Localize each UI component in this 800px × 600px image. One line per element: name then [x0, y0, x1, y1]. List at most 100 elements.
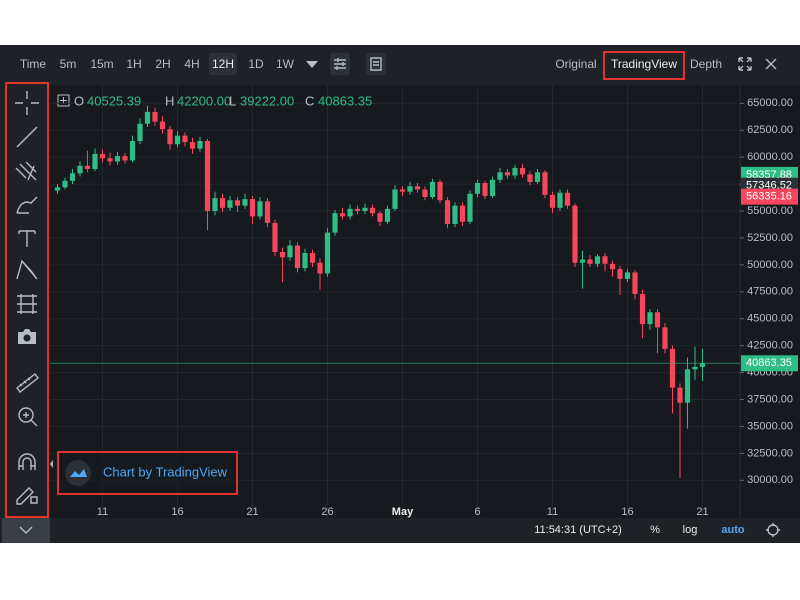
clock: 11:54:31 (UTC+2): [534, 524, 622, 536]
x-tick-label: 21: [696, 506, 708, 518]
candle-body: [587, 259, 593, 264]
settings-gear[interactable]: [766, 523, 780, 537]
watermark-logo: [65, 460, 91, 486]
brush-tool[interactable]: [16, 196, 38, 214]
price-tag: [741, 355, 798, 372]
drawing-toolbar: [0, 85, 50, 518]
candle-body: [84, 165, 91, 170]
candle-body: [227, 200, 233, 208]
scale-button[interactable]: auto: [721, 524, 745, 536]
view-tab[interactable]: Original: [555, 57, 596, 71]
dropdown-arrow[interactable]: [306, 61, 318, 68]
candle-body: [489, 179, 496, 196]
x-tick-label: 11: [547, 506, 558, 518]
price-tag-label: 40863.35: [746, 357, 792, 369]
candle-body: [392, 189, 398, 209]
y-tick-label: 37500.00: [747, 393, 793, 405]
price-tag-label: 56335.16: [746, 191, 792, 203]
candle-body: [437, 181, 443, 201]
candle-body: [234, 200, 241, 206]
x-tick-label: May: [392, 506, 414, 518]
candle-body: [677, 387, 683, 403]
collapse-button[interactable]: [2, 518, 50, 543]
candle-body: [512, 167, 518, 176]
candle-body: [354, 208, 361, 212]
watermark-text[interactable]: Chart by TradingView: [103, 464, 228, 479]
candle-body: [632, 272, 638, 294]
zoom-tool[interactable]: [18, 407, 34, 423]
text-tool[interactable]: [18, 230, 36, 247]
y-tick-label: 60000.00: [747, 151, 793, 163]
candle-body: [294, 245, 301, 269]
candle-body: [429, 181, 436, 198]
candle-body: [369, 207, 376, 214]
view-tab[interactable]: Depth: [690, 57, 722, 71]
fib-tool[interactable]: [15, 161, 37, 181]
interval-button[interactable]: 2H: [155, 57, 170, 71]
legend-value: 42200.00: [177, 93, 231, 108]
fullscreen-icon[interactable]: [738, 57, 752, 71]
candle-body: [699, 363, 706, 367]
interval-button[interactable]: 4H: [184, 57, 199, 71]
candle-body: [467, 193, 473, 222]
candle-body: [137, 123, 143, 142]
pattern-tool[interactable]: [16, 259, 38, 280]
candle-body: [69, 173, 76, 181]
candle-body: [564, 192, 571, 206]
lock-tool[interactable]: [16, 487, 38, 505]
candle-body: [639, 293, 646, 325]
notes-button[interactable]: [366, 53, 386, 75]
zoom-icon: [23, 412, 38, 427]
measure-tool[interactable]: [17, 294, 37, 314]
y-tick-label: 52500.00: [747, 232, 793, 244]
snapshot-lens: [23, 334, 31, 342]
toolbar-icons: [5, 51, 780, 537]
candle-body: [242, 199, 248, 206]
settings-icon: [334, 58, 346, 70]
candle-body: [54, 187, 61, 191]
candle-body: [542, 172, 548, 195]
candle-body: [452, 205, 458, 224]
ruler-tool[interactable]: [16, 373, 39, 393]
trend-line-tool[interactable]: [16, 126, 38, 148]
y-tick-label: 45000.00: [747, 313, 793, 325]
scale-button[interactable]: %: [650, 524, 660, 536]
highlight-box: [603, 51, 685, 80]
magnet-tool[interactable]: [18, 453, 36, 470]
candle-body: [647, 312, 653, 325]
collapse-icon: [19, 526, 33, 534]
interval-button[interactable]: 1D: [248, 57, 264, 71]
candle-body: [624, 272, 631, 279]
candle-body: [122, 156, 128, 161]
candle-body: [444, 200, 451, 224]
candle-body: [129, 141, 136, 161]
time-label: Time: [20, 57, 47, 71]
interval-button[interactable]: 15m: [90, 57, 113, 71]
overlay: Chart by TradingView 11:54:31 (UTC+2) % l…: [57, 451, 745, 536]
candle-body: [654, 312, 661, 328]
crosshair-tool[interactable]: [15, 91, 39, 115]
view-tab[interactable]: TradingView: [611, 57, 677, 71]
scale-button[interactable]: log: [683, 524, 698, 536]
interval-button[interactable]: 5m: [60, 57, 77, 71]
legend-value: 39222.00: [240, 93, 294, 108]
candle-body: [692, 366, 698, 370]
candle-body: [309, 253, 316, 263]
y-tick-label: 35000.00: [747, 420, 793, 432]
interval-button[interactable]: 1W: [276, 57, 295, 71]
highlight-box: [5, 82, 49, 518]
candle-body: [609, 263, 616, 270]
scroll-arrow[interactable]: [50, 460, 53, 468]
candle-body: [347, 208, 353, 217]
legend-toggle[interactable]: [57, 94, 70, 107]
interval-button[interactable]: 12H: [212, 57, 234, 71]
candle-body: [407, 186, 413, 192]
candle-body: [617, 269, 623, 279]
candle-body: [339, 213, 346, 217]
candle-body: [497, 172, 503, 180]
legend-label: H: [165, 93, 174, 108]
close-icon[interactable]: [765, 58, 777, 70]
candle-body: [557, 192, 563, 208]
interval-button[interactable]: 1H: [126, 57, 141, 71]
